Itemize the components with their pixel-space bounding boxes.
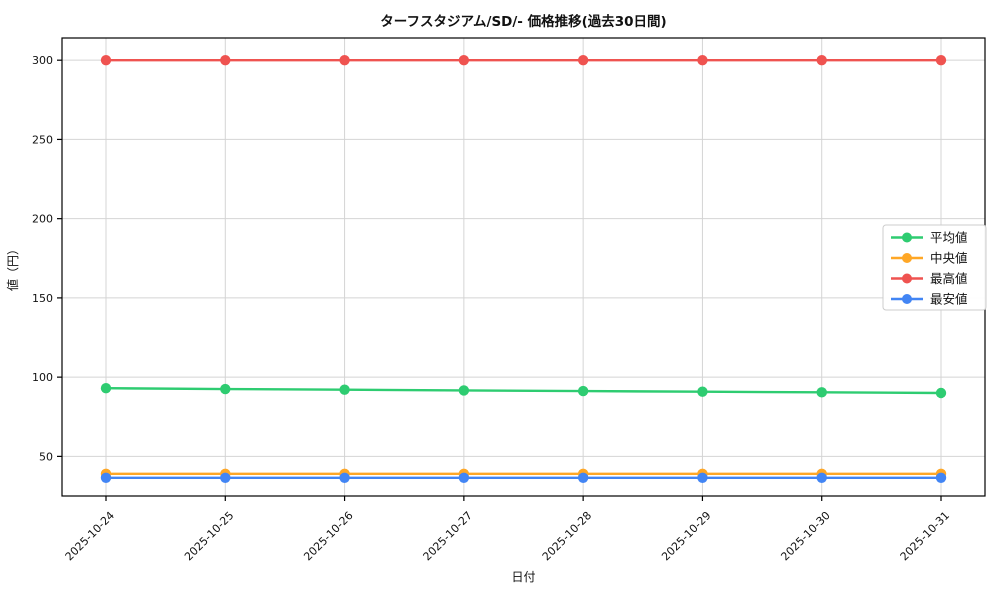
series-line-avg	[104, 387, 943, 395]
legend-label-median: 中央値	[930, 251, 968, 266]
series-marker-avg	[935, 387, 947, 399]
axis-ticks	[57, 59, 942, 501]
chart-title: ターフスタジアム/SD/- 価格推移(過去30日間)	[380, 13, 666, 30]
series-marker-max	[339, 54, 350, 66]
series-marker-avg	[220, 383, 231, 395]
legend-marker-avg	[902, 232, 912, 243]
series-marker-min	[100, 472, 112, 483]
y-tick-label: 300	[32, 54, 53, 67]
series-marker-avg	[458, 385, 470, 396]
x-tick-label: 2025-10-28	[540, 509, 594, 563]
series-marker-avg	[816, 387, 827, 398]
legend-marker-max	[902, 273, 912, 284]
series-marker-min	[458, 472, 470, 483]
legend-label-min: 最安値	[930, 292, 968, 307]
x-tick-label: 2025-10-29	[659, 509, 713, 563]
legend-item-avg: 平均値	[891, 230, 968, 245]
legend-label-max: 最高値	[930, 271, 968, 286]
series-marker-max	[816, 54, 827, 66]
x-tick-label: 2025-10-30	[778, 509, 832, 563]
x-axis-label: 日付	[511, 570, 535, 584]
plot-area	[62, 38, 985, 496]
legend-item-max: 最高値	[891, 271, 968, 286]
series-marker-avg	[697, 386, 708, 397]
legend-label-avg: 平均値	[930, 230, 968, 245]
series-marker-max	[935, 54, 947, 66]
series-marker-avg	[577, 385, 589, 397]
series-marker-min	[935, 472, 947, 483]
series-marker-min	[697, 472, 708, 483]
x-tick-label: 2025-10-24	[63, 509, 117, 563]
series-marker-max	[577, 54, 589, 66]
y-tick-label: 150	[32, 292, 53, 305]
series-marker-max	[697, 54, 708, 66]
legend-marker-min	[902, 294, 912, 304]
series-marker-min	[220, 472, 231, 483]
legend-item-median: 中央値	[891, 251, 968, 266]
y-axis-label: 値（円）	[5, 243, 20, 291]
legend-item-min: 最安値	[891, 292, 968, 307]
series-marker-avg	[339, 384, 350, 395]
y-tick-label: 100	[32, 371, 53, 384]
series-marker-min	[816, 472, 827, 483]
series-marker-min	[339, 472, 350, 483]
series-marker-avg	[100, 383, 112, 394]
y-tick-label: 200	[32, 213, 53, 226]
y-tick-label: 250	[32, 133, 53, 146]
series-marker-max	[458, 54, 470, 66]
series-marker-min	[577, 472, 589, 483]
legend-box	[882, 224, 987, 311]
legend-marker-median	[902, 253, 912, 263]
y-tick-label: 50	[39, 450, 53, 463]
x-tick-label: 2025-10-26	[301, 509, 355, 563]
series-marker-max	[100, 54, 112, 66]
x-tick-label: 2025-10-27	[421, 509, 475, 563]
series-marker-max	[220, 54, 231, 66]
x-tick-label: 2025-10-31	[898, 509, 952, 563]
x-tick-label: 2025-10-25	[182, 509, 236, 563]
